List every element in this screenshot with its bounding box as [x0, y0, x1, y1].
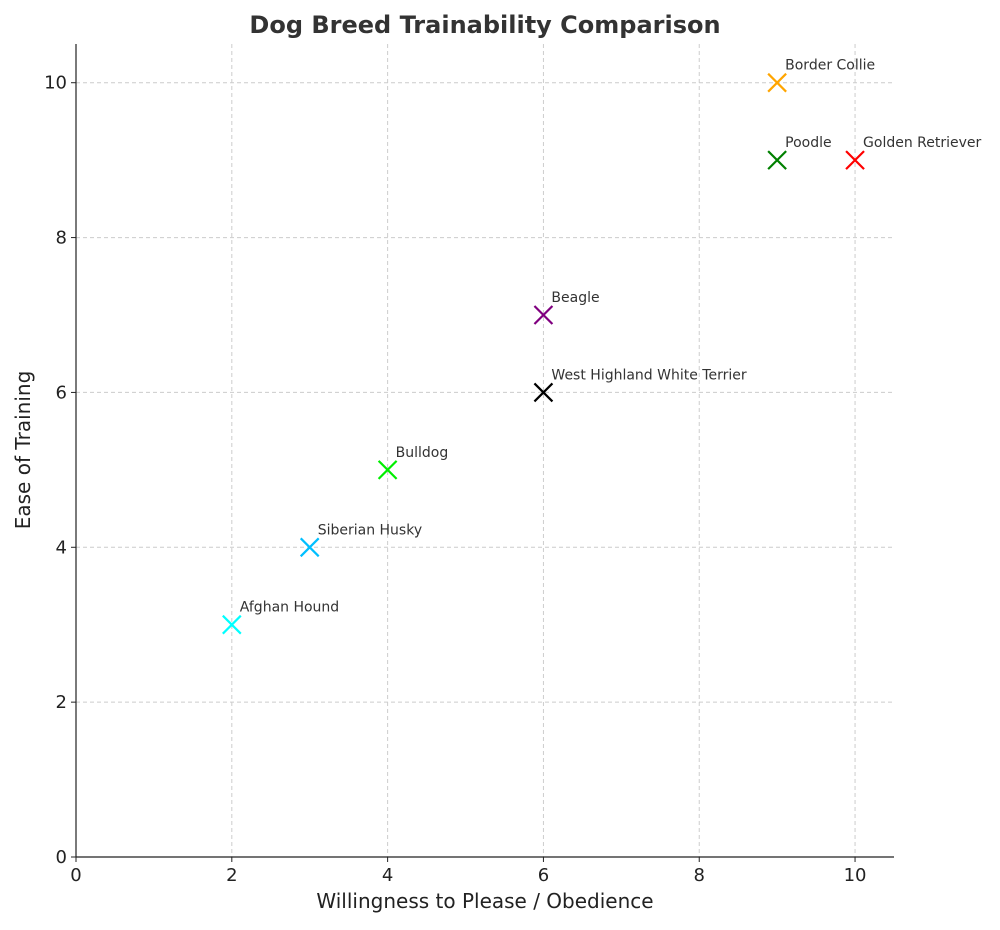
- x-tick-label: 4: [382, 865, 393, 886]
- x-marker-icon: [377, 460, 398, 480]
- point-label: Bulldog: [396, 445, 449, 461]
- y-tick-label: 4: [56, 537, 67, 558]
- x-marker-icon: [299, 537, 320, 558]
- x-marker-icon: [845, 150, 865, 170]
- x-axis-label: Willingness to Please / Obedience: [316, 889, 653, 913]
- x-marker-icon: [767, 150, 787, 170]
- data-point: Afghan Hound: [222, 600, 339, 635]
- x-marker-icon: [533, 305, 554, 325]
- data-point: Bulldog: [377, 445, 449, 480]
- data-point: Beagle: [533, 290, 600, 325]
- y-tick-label: 10: [44, 73, 67, 94]
- x-tick-label: 6: [538, 865, 549, 886]
- point-label: Golden Retriever: [863, 135, 981, 151]
- point-label: Beagle: [551, 290, 599, 306]
- data-point: Poodle: [767, 135, 832, 170]
- data-point: Border Collie: [767, 58, 875, 93]
- x-marker-icon: [533, 382, 554, 403]
- x-marker-icon: [767, 72, 787, 93]
- x-tick-label: 10: [844, 865, 867, 886]
- y-tick-label: 6: [56, 382, 67, 403]
- point-label: Siberian Husky: [318, 522, 422, 538]
- x-tick-label: 8: [694, 865, 705, 886]
- chart-title: Dog Breed Trainability Comparison: [249, 11, 720, 39]
- y-tick-label: 0: [56, 847, 67, 868]
- y-axis-label: Ease of Training: [11, 371, 35, 530]
- x-marker-icon: [222, 614, 242, 635]
- y-tick-label: 2: [56, 692, 67, 713]
- point-label: Poodle: [785, 135, 831, 151]
- data-point: Siberian Husky: [299, 522, 422, 558]
- data-point: Golden Retriever: [845, 135, 982, 170]
- y-tick-label: 8: [56, 228, 67, 249]
- x-tick-label: 0: [70, 865, 81, 886]
- point-label: Afghan Hound: [240, 600, 339, 616]
- point-label: West Highland White Terrier: [551, 367, 746, 383]
- data-point: West Highland White Terrier: [533, 367, 747, 403]
- data-points: Border Collie Poodle Golden Retriever Beagl…: [222, 58, 982, 635]
- axes: 0 2 4 6 8 10 0 2 4 6 8 10: [44, 44, 894, 886]
- point-label: Border Collie: [785, 58, 875, 74]
- x-tick-label: 2: [226, 865, 237, 886]
